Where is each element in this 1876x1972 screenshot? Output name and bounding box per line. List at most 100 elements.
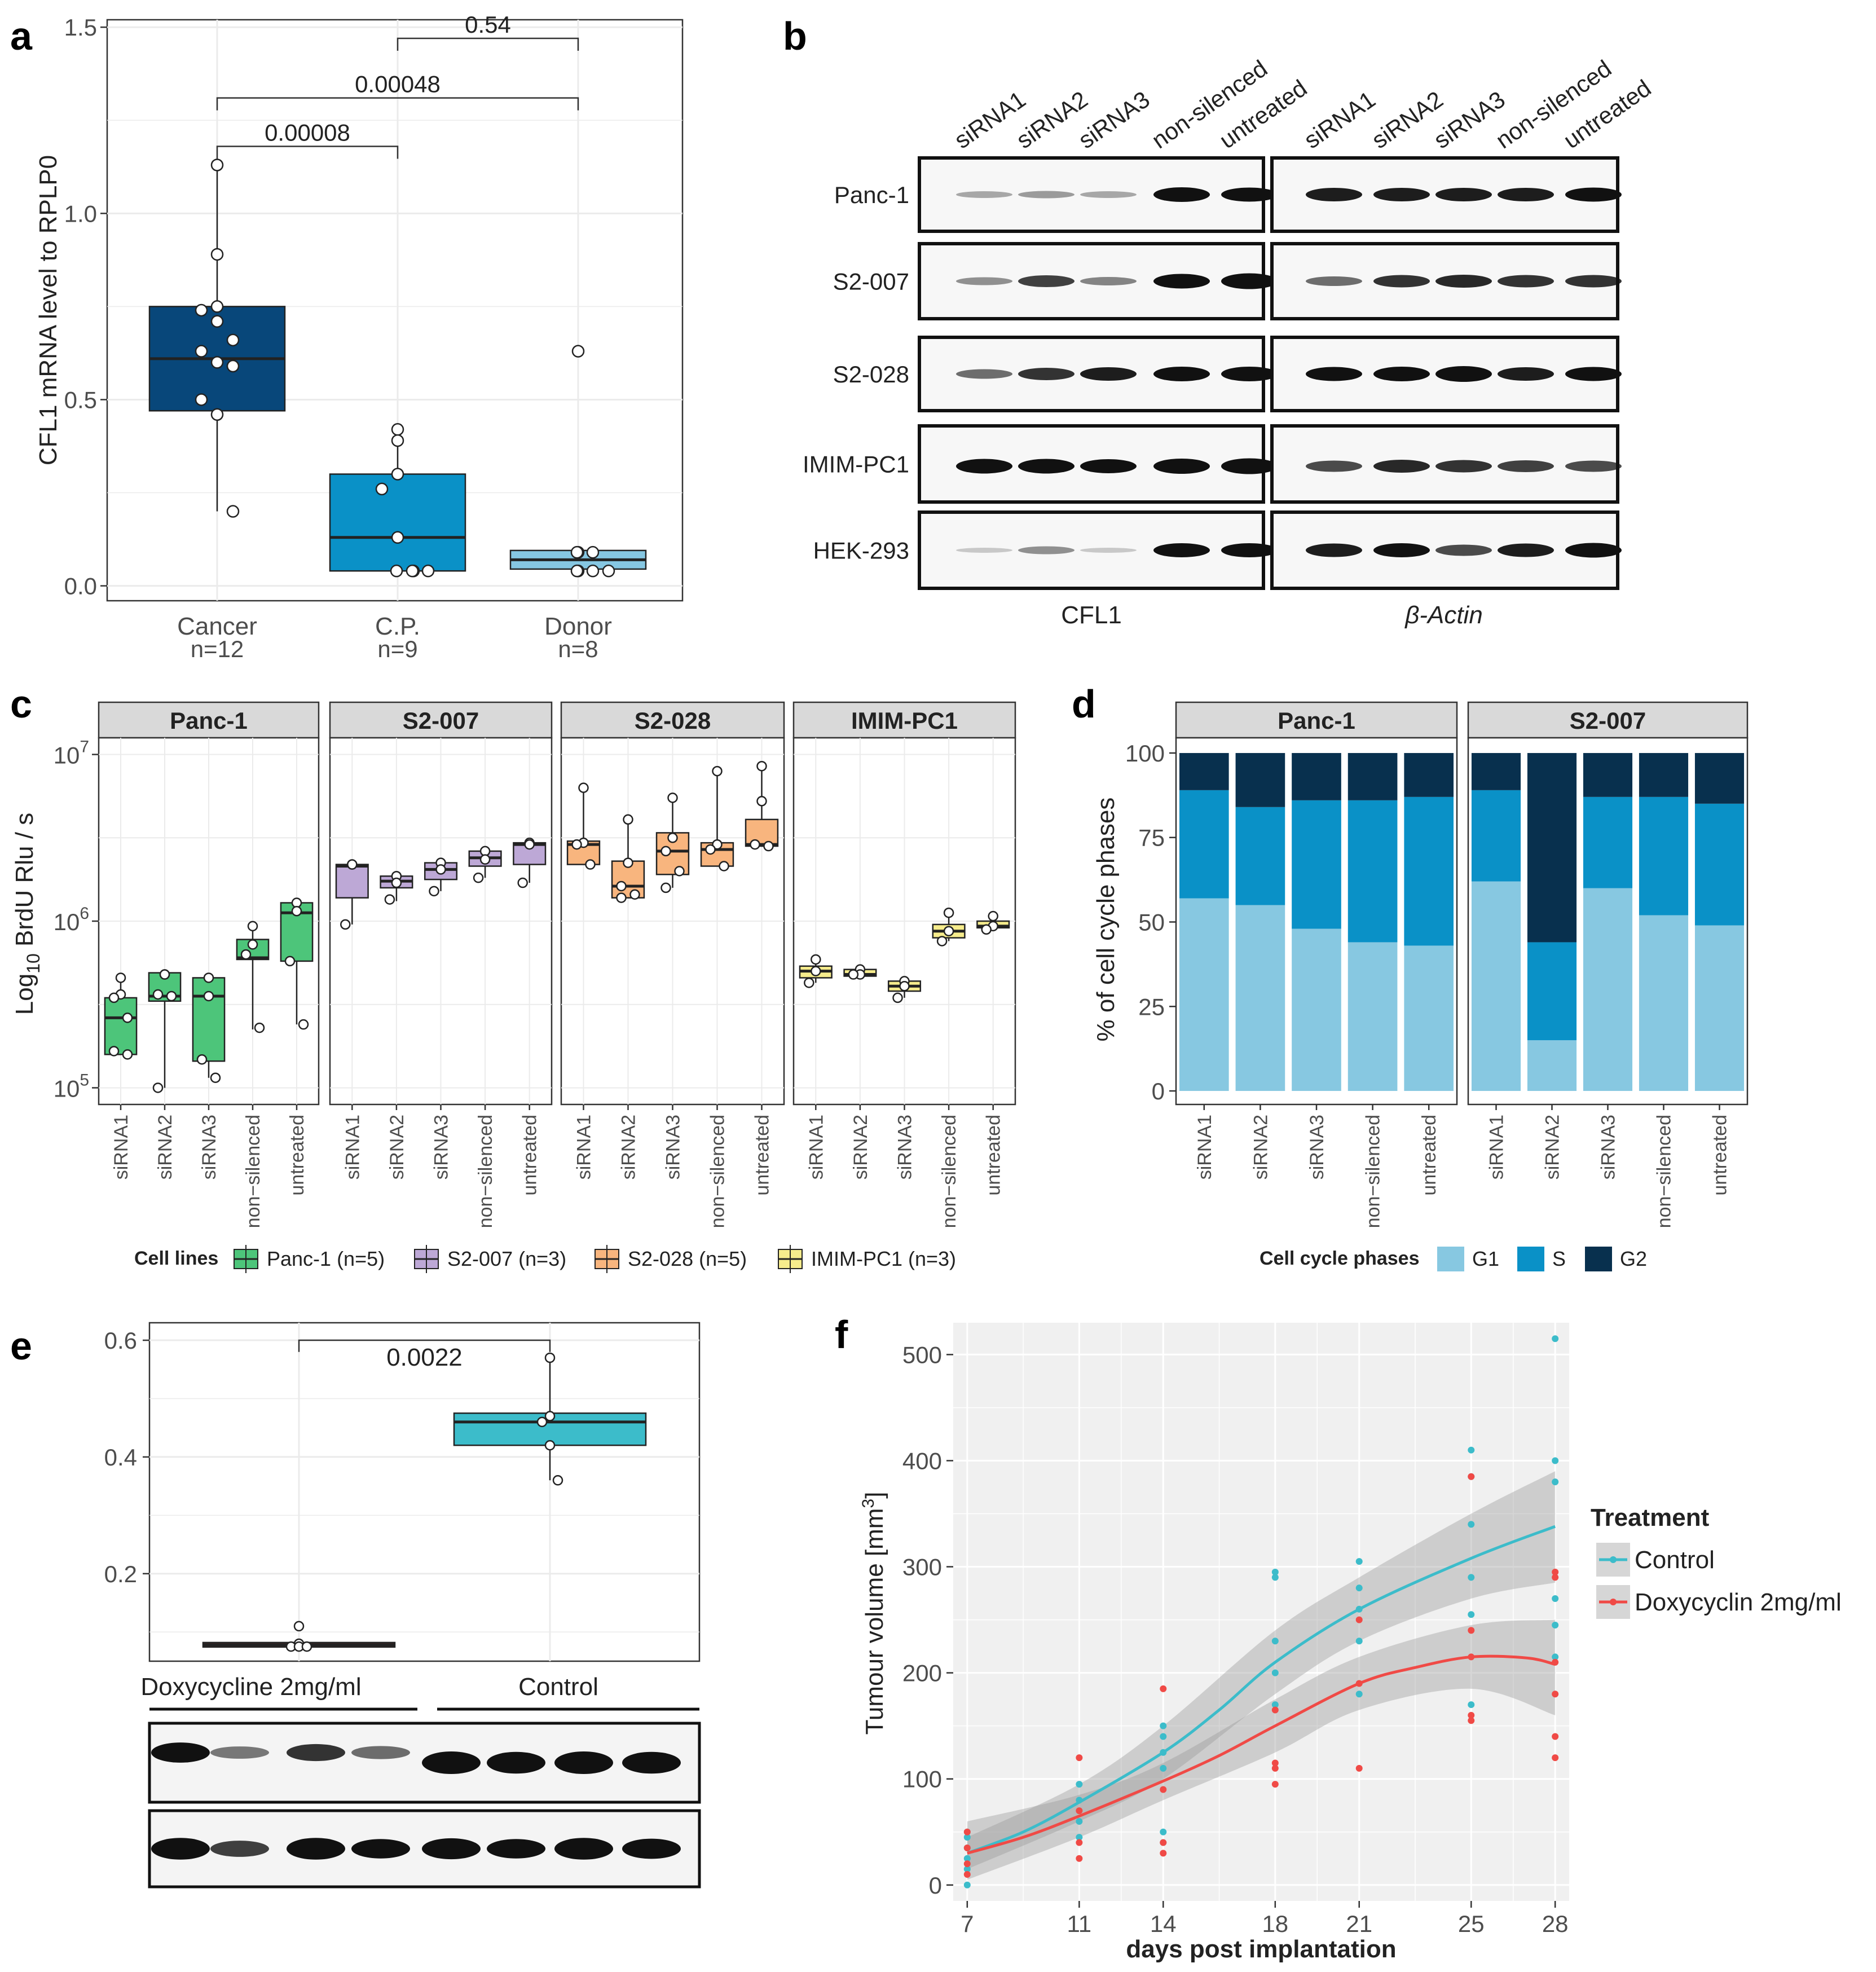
data-point xyxy=(571,839,582,850)
blot-band xyxy=(1306,276,1362,286)
data-point xyxy=(811,966,821,976)
blot-band xyxy=(1018,368,1074,380)
lane-label: siRNA2 xyxy=(1011,86,1093,153)
blot-band xyxy=(956,548,1012,553)
data-point xyxy=(963,1881,971,1889)
y-tick-label: 50 xyxy=(1138,909,1165,935)
blot-band xyxy=(1373,367,1430,381)
x-tick-label: siRNA2 xyxy=(618,1115,640,1179)
x-tick-label: non−silenced xyxy=(707,1115,729,1228)
data-point xyxy=(284,956,296,967)
x-tick-n: n=9 xyxy=(377,636,417,662)
facet-title: Panc-1 xyxy=(1278,707,1355,734)
data-point xyxy=(1271,1764,1279,1772)
blot-band xyxy=(956,459,1012,474)
data-point xyxy=(203,972,214,983)
data-point xyxy=(712,839,723,850)
legend-key-dot xyxy=(1610,1556,1617,1563)
data-point xyxy=(122,1013,133,1023)
data-point xyxy=(1468,1521,1475,1528)
data-point xyxy=(811,954,821,965)
data-point xyxy=(1468,1717,1475,1724)
data-point xyxy=(196,1054,208,1065)
data-point xyxy=(226,359,240,373)
panel-b-western-blot: siRNA1siRNA2siRNA3non-silenceduntreateds… xyxy=(803,55,1656,629)
data-point xyxy=(544,1411,556,1421)
panel-a-boxplot: 0.0 0.5 1.0 1.5 CFL1 mRNA level to RPLP0 Canc… xyxy=(34,11,684,662)
data-point xyxy=(1076,1855,1083,1862)
box xyxy=(192,977,226,1062)
panel-d-stacked-bars: % of cell cycle phases 0 25 50 75 100 Panc-1 si… xyxy=(1092,701,1749,1271)
data-point xyxy=(1355,1764,1363,1772)
data-point xyxy=(943,907,954,918)
data-point xyxy=(1271,1574,1279,1581)
blot-band xyxy=(422,1751,481,1774)
bar-segment-G2 xyxy=(1583,752,1633,797)
x-tick-label: siRNA1 xyxy=(1486,1115,1508,1179)
y-tick-label: 75 xyxy=(1138,825,1165,851)
y-tick-base: 10 xyxy=(54,742,80,769)
bar-segment-G2 xyxy=(1694,752,1745,804)
y-tick-label: 1.5 xyxy=(64,14,97,41)
data-point xyxy=(406,564,419,578)
panel-letter-a: a xyxy=(10,14,33,58)
legend-label: IMIM-PC1 (n=3) xyxy=(811,1247,956,1270)
data-point xyxy=(674,866,685,877)
data-point xyxy=(629,889,640,900)
blot-band xyxy=(1498,543,1554,557)
x-tick-label: siRNA3 xyxy=(1598,1115,1619,1179)
blot-band xyxy=(956,369,1012,379)
bar-segment-G2 xyxy=(1527,752,1577,943)
data-point xyxy=(391,468,404,481)
blot-band xyxy=(1435,544,1492,556)
panel-letter-f: f xyxy=(835,1313,848,1357)
bar-segment-G1 xyxy=(1471,881,1521,1091)
data-point xyxy=(210,356,224,369)
y-axis-label: CFL1 mRNA level to RPLP0 xyxy=(34,155,62,465)
data-point xyxy=(616,881,627,892)
bar-segment-S xyxy=(1471,790,1521,882)
x-tick-label: siRNA3 xyxy=(199,1115,220,1179)
blot-band xyxy=(1565,367,1622,381)
data-point xyxy=(1076,1781,1083,1788)
data-point xyxy=(552,1475,563,1486)
y-tick-label: 200 xyxy=(902,1660,942,1687)
data-point xyxy=(152,989,164,1000)
blot-band xyxy=(151,1742,210,1763)
data-point xyxy=(1076,1834,1083,1841)
blot-band xyxy=(1498,367,1554,381)
data-point xyxy=(1468,1701,1475,1709)
data-point xyxy=(705,844,716,855)
bar-segment-S xyxy=(1404,796,1454,946)
data-point xyxy=(1271,1781,1279,1788)
bar-segment-S xyxy=(1292,800,1341,929)
x-tick-label: untreated xyxy=(287,1115,308,1196)
blot-band xyxy=(422,1838,481,1860)
data-point xyxy=(586,564,600,578)
data-point xyxy=(570,545,584,559)
data-point xyxy=(210,159,224,171)
blot-band xyxy=(956,277,1012,285)
data-point xyxy=(963,1860,971,1868)
x-tick-label: 14 xyxy=(1150,1911,1177,1937)
legend-label: Panc-1 (n=5) xyxy=(267,1247,385,1270)
data-point xyxy=(1552,1478,1559,1486)
data-point xyxy=(616,892,627,903)
blot-band xyxy=(1221,458,1278,474)
blot-label-actin: β-Actin xyxy=(1404,601,1483,629)
blot-band xyxy=(1498,460,1554,472)
p-value: 0.54 xyxy=(465,11,511,38)
plot-frame xyxy=(148,1322,701,1662)
blot-band xyxy=(622,1751,681,1774)
legend-label: Doxycyclin 2mg/ml xyxy=(1635,1588,1842,1616)
row-label: S2-028 xyxy=(833,361,909,388)
y-tick-label: 25 xyxy=(1138,993,1165,1020)
data-point xyxy=(623,814,633,825)
bar-segment-S xyxy=(1694,803,1745,926)
data-point xyxy=(1160,1733,1167,1740)
blot-band xyxy=(1080,277,1137,285)
data-point xyxy=(210,1072,221,1083)
bar-segment-G1 xyxy=(1527,1040,1577,1091)
blot-band xyxy=(1080,459,1137,473)
y-tick-label: 400 xyxy=(902,1447,942,1474)
